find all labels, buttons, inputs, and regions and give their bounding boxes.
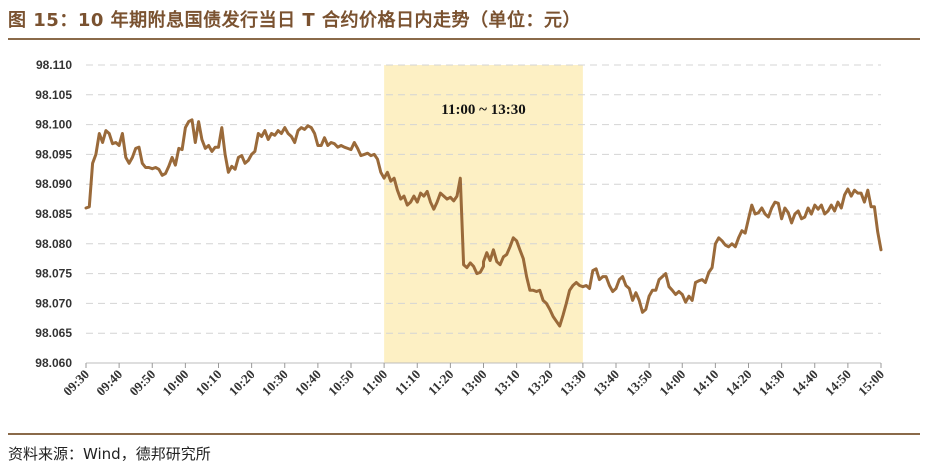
y-tick-label: 98.080: [35, 237, 72, 251]
y-tick-label: 98.070: [35, 296, 72, 310]
x-tick-label: 10:20: [226, 367, 258, 399]
x-tick-label: 09:30: [60, 367, 92, 399]
y-tick-label: 98.105: [35, 88, 72, 102]
y-tick-label: 98.065: [35, 326, 72, 340]
x-tick-label: 10:10: [193, 367, 225, 399]
x-tick-label: 14:50: [822, 367, 854, 399]
x-tick-label: 14:00: [656, 367, 688, 399]
x-tick-label: 10:40: [292, 367, 324, 399]
title-divider: [8, 38, 920, 40]
x-tick-label: 14:40: [789, 367, 821, 399]
x-tick-label: 14:30: [756, 367, 788, 399]
line-chart: 98.110 98.105 98.100 98.095 98.090 98.085 98.0…: [35, 58, 887, 399]
x-tick-label: 10:00: [159, 367, 191, 399]
x-tick-label: 13:10: [491, 367, 523, 399]
x-tick-label: 11:00: [359, 367, 391, 399]
source-divider: [8, 433, 920, 435]
y-tick-label: 98.110: [36, 58, 72, 72]
x-tick-label: 09:40: [93, 367, 125, 399]
x-tick-label: 11:10: [392, 367, 424, 399]
chart-title: 图 15：10 年期附息国债发行当日 T 合约价格日内走势（单位：元）: [8, 10, 581, 31]
y-tick-label: 98.085: [35, 207, 72, 221]
source-note: 资料来源：Wind，德邦研究所: [8, 445, 211, 463]
x-tick-label: 13:00: [458, 367, 490, 399]
y-tick-label: 98.075: [35, 267, 72, 281]
x-tick-label: 09:50: [126, 367, 158, 399]
x-tick-label: 13:40: [590, 367, 622, 399]
y-tick-label: 98.060: [35, 356, 72, 370]
y-tick-label: 98.100: [35, 118, 72, 132]
x-tick-label: 15:00: [855, 367, 887, 399]
x-tick-label: 10:50: [325, 367, 357, 399]
x-tick-label: 10:30: [259, 367, 291, 399]
x-tick-label: 13:20: [524, 367, 556, 399]
x-tick-label: 11:20: [425, 367, 457, 399]
highlight-label: 11:00 ~ 13:30: [441, 102, 525, 118]
price-series-line: [84, 118, 883, 328]
x-tick-label: 14:10: [689, 367, 721, 399]
x-tick-label: 13:30: [557, 367, 589, 399]
x-tick-label: 13:50: [623, 367, 655, 399]
y-tick-label: 98.090: [35, 177, 72, 191]
y-tick-label: 98.095: [35, 147, 72, 161]
x-tick-label: 14:20: [723, 367, 755, 399]
